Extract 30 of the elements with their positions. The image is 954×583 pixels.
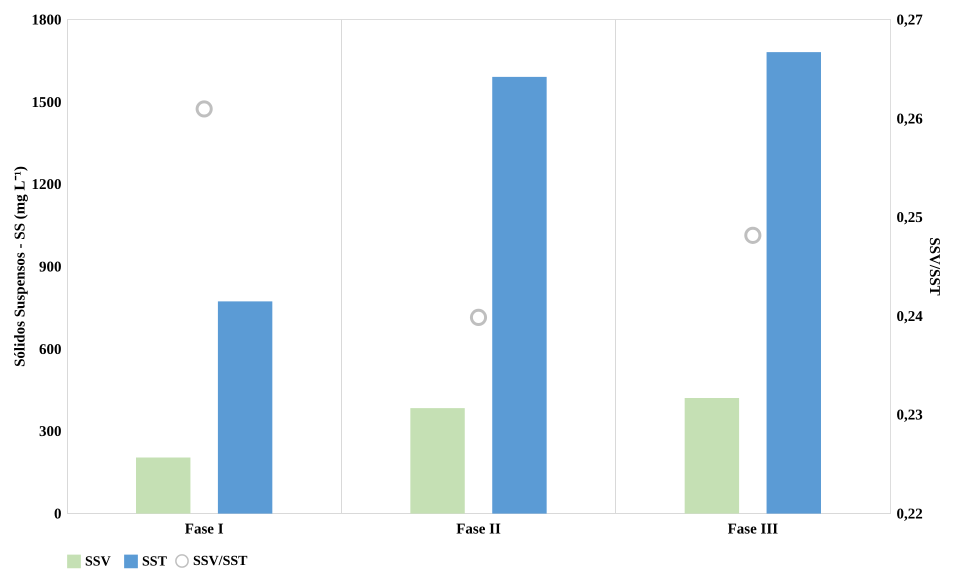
y-tick-label: 1200 [32, 177, 62, 194]
x-tick-label: Fase II [456, 522, 501, 538]
y2-tick-label: 0,25 [896, 210, 923, 226]
y-tick-label: 0 [54, 506, 62, 522]
bar [684, 398, 740, 514]
y-axis-title: Sólidos Suspensos - SS (mg L⁻¹) [12, 166, 28, 367]
bar [410, 408, 465, 514]
x-tick-label: Fase III [728, 522, 778, 538]
y-tick-label: 1800 [32, 12, 62, 28]
y2-tick-label: 0,22 [896, 506, 923, 522]
y2-tick-label: 0,26 [896, 111, 924, 128]
y-tick-label: 300 [39, 424, 62, 440]
legend-label: SSV/SST [193, 554, 248, 569]
point [196, 100, 213, 118]
y2-tick-label: 0,23 [896, 408, 923, 424]
point [470, 308, 488, 326]
bar [492, 76, 547, 514]
y2-axis-title: SSV/SST [926, 237, 942, 296]
bar [766, 52, 821, 514]
bar [136, 458, 190, 514]
bar [218, 301, 272, 514]
legend-label: SSV [85, 554, 111, 570]
y2-tick-label: 0,27 [896, 12, 924, 28]
y-tick-label: 1500 [32, 94, 62, 111]
legend-label: SST [142, 554, 168, 570]
y-tick-label: 900 [39, 260, 62, 276]
y-tick-label: 600 [39, 342, 62, 358]
point [744, 226, 762, 244]
y2-tick-label: 0,24 [896, 308, 924, 325]
x-tick-label: Fase I [184, 522, 224, 538]
